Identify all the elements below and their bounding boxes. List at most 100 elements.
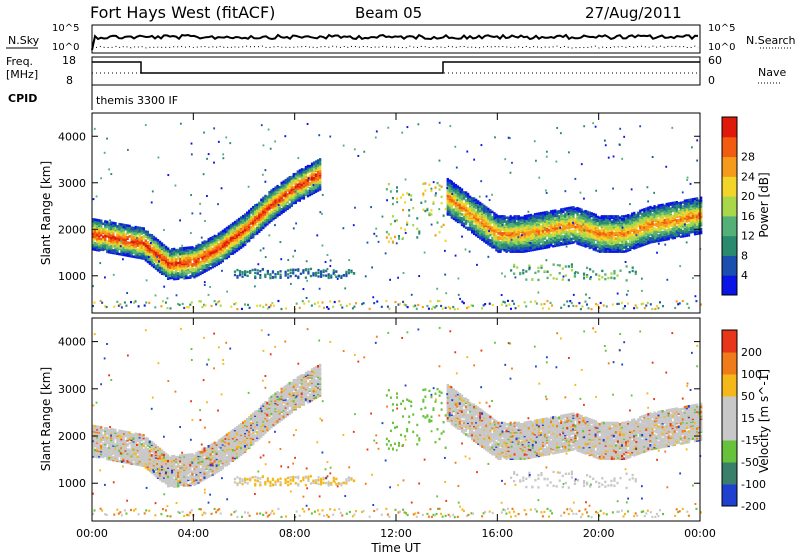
power-pixel xyxy=(570,217,572,220)
nsearch-trace xyxy=(92,46,698,48)
power-pixel xyxy=(538,232,540,235)
power-pixel xyxy=(647,207,649,210)
power-pixel xyxy=(126,231,128,234)
power-pixel xyxy=(678,205,680,208)
power-pixel xyxy=(147,241,149,244)
power-pixel xyxy=(512,228,514,231)
power-pixel xyxy=(250,229,252,232)
power-pixel xyxy=(688,216,690,219)
power-pixel xyxy=(465,191,467,194)
power-pixel xyxy=(222,230,224,233)
power-pixel xyxy=(674,212,676,215)
power-pixel xyxy=(469,196,471,199)
power-pixel xyxy=(491,237,493,240)
power-pixel xyxy=(678,202,680,205)
power-pixel xyxy=(524,215,526,218)
power-pixel xyxy=(520,250,522,253)
power-pixel xyxy=(635,244,637,247)
power-pixel xyxy=(505,223,507,226)
power-pixel xyxy=(305,166,307,169)
power-pixel xyxy=(453,182,455,185)
power-pixel xyxy=(631,233,633,236)
power-pixel xyxy=(455,219,457,222)
power-pixel xyxy=(220,244,222,247)
power-pixel xyxy=(116,225,118,228)
power-pixel xyxy=(177,272,179,275)
power-pixel xyxy=(580,229,582,232)
power-pixel xyxy=(171,248,173,251)
power-pixel xyxy=(540,232,542,235)
power-pixel xyxy=(609,245,611,248)
power-pixel xyxy=(489,234,491,237)
power-pixel xyxy=(666,229,668,232)
power-pixel xyxy=(175,258,177,261)
power-pixel xyxy=(453,202,455,205)
power-pixel xyxy=(621,218,623,221)
power-pixel xyxy=(118,253,120,256)
power-pixel xyxy=(143,255,145,258)
power-pixel xyxy=(473,208,475,211)
power-pixel xyxy=(94,221,96,224)
power-pixel xyxy=(299,180,301,183)
power-pixel xyxy=(615,237,617,240)
power-pixel xyxy=(98,219,100,222)
power-pixel xyxy=(493,233,495,236)
power-pixel xyxy=(189,257,191,260)
power-pixel xyxy=(473,214,475,217)
power-pixel xyxy=(672,228,674,231)
power-pixel xyxy=(461,188,463,191)
power-pixel xyxy=(463,222,465,225)
power-pixel xyxy=(244,213,246,216)
power-pixel xyxy=(315,163,317,166)
power-pixel xyxy=(572,206,574,209)
power-pixel xyxy=(274,199,276,202)
power-pixel xyxy=(574,218,576,221)
power-pixel xyxy=(100,225,102,228)
power-pixel xyxy=(578,235,580,238)
power-pixel xyxy=(193,251,195,254)
power-pixel xyxy=(260,198,262,201)
power-pixel xyxy=(566,227,568,230)
power-pixel xyxy=(589,211,591,214)
power-pixel xyxy=(250,208,252,211)
power-pixel xyxy=(495,231,497,234)
power-pixel xyxy=(135,232,137,235)
power-pixel xyxy=(589,230,591,233)
power-pixel xyxy=(236,249,238,252)
power-pixel xyxy=(128,235,130,238)
power-pixel xyxy=(120,226,122,229)
power-pixel xyxy=(165,246,167,249)
power-pixel xyxy=(493,246,495,249)
power-pixel xyxy=(552,223,554,226)
power-pixel xyxy=(199,244,201,247)
power-pixel xyxy=(114,236,116,239)
power-pixel xyxy=(475,210,477,213)
power-pixel xyxy=(621,248,623,251)
power-pixel xyxy=(643,232,645,235)
power-pixel xyxy=(240,240,242,243)
power-pixel xyxy=(597,233,599,236)
power-pixel xyxy=(552,232,554,235)
power-pixel xyxy=(593,217,595,220)
power-pixel xyxy=(558,215,560,218)
power-pixel xyxy=(607,241,609,244)
power-pixel xyxy=(159,269,161,272)
power-pixel xyxy=(157,246,159,249)
power-pixel xyxy=(578,239,580,242)
power-pixel xyxy=(135,230,137,233)
power-pixel xyxy=(220,259,222,262)
power-pixel xyxy=(615,244,617,247)
power-pixel xyxy=(686,230,688,233)
power-pixel xyxy=(153,236,155,239)
power-pixel xyxy=(562,240,564,243)
power-pixel xyxy=(449,185,451,188)
power-pixel xyxy=(268,212,270,215)
power-pixel xyxy=(518,220,520,223)
power-pixel xyxy=(283,201,285,204)
power-pixel xyxy=(467,193,469,196)
power-pixel xyxy=(128,225,130,228)
power-pixel xyxy=(153,241,155,244)
power-pixel xyxy=(185,254,187,257)
power-pixel xyxy=(149,239,151,242)
